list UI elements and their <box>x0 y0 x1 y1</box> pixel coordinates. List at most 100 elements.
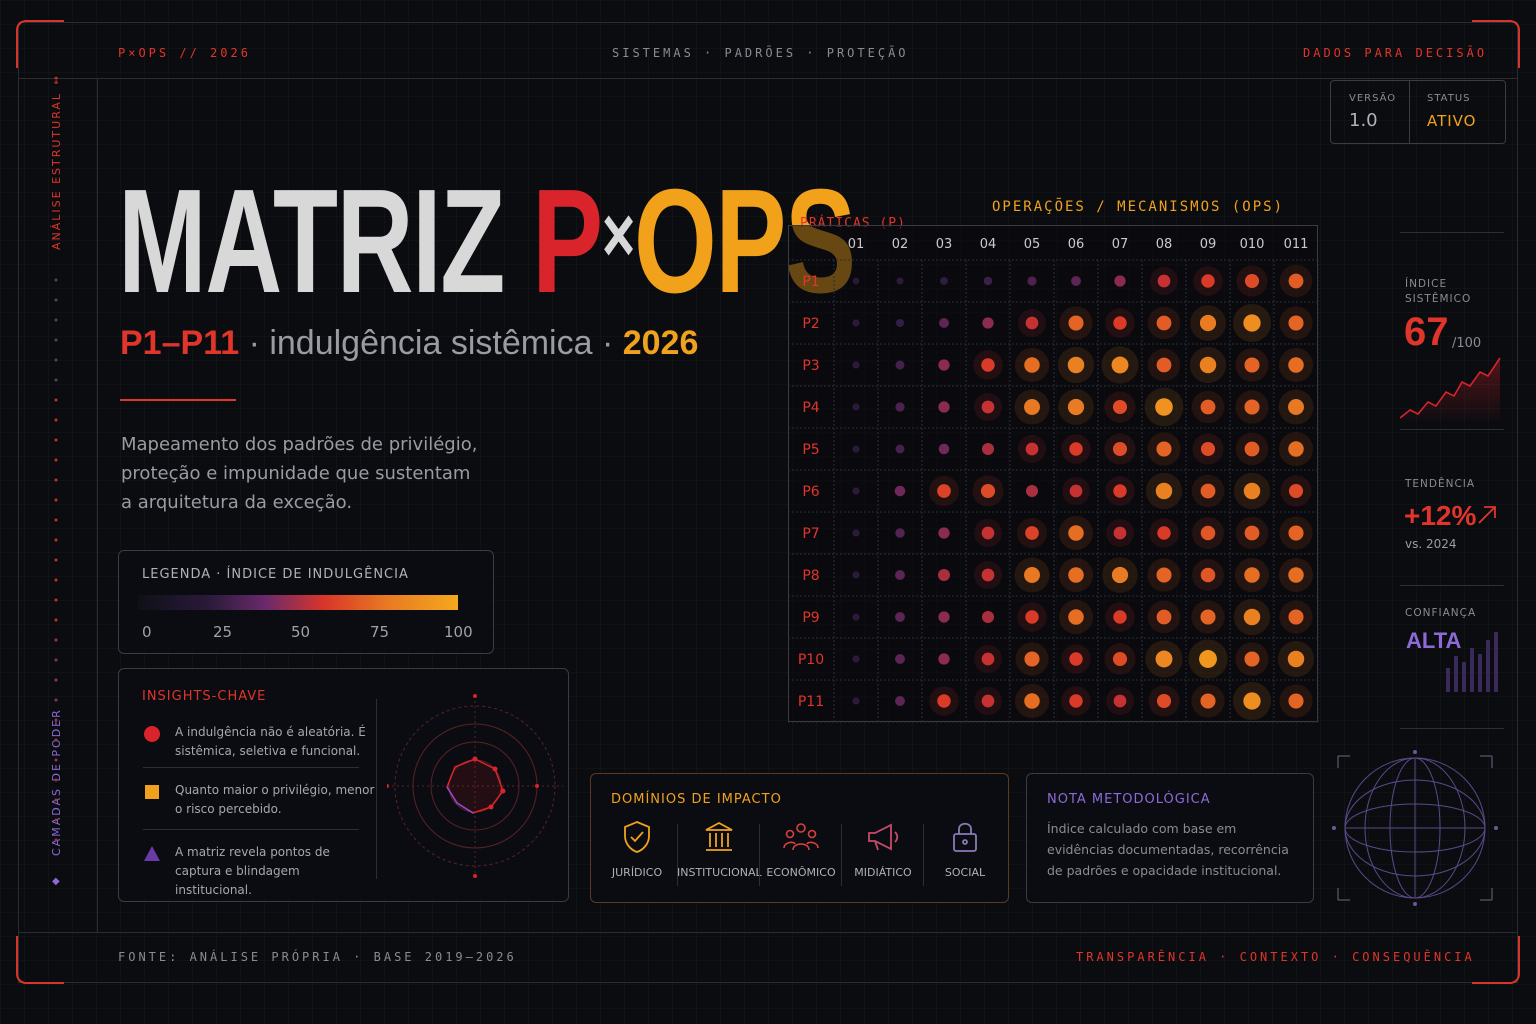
frame-corner-top-left <box>16 20 64 68</box>
matrix-cell-dot <box>1155 650 1173 668</box>
matrix-cell-dot <box>1112 651 1128 667</box>
matrix-cell-dot <box>938 611 950 623</box>
matrix-cell-dot <box>1112 399 1128 415</box>
padlock-icon <box>953 822 977 852</box>
matrix-row-label: P11 <box>798 694 824 710</box>
shield-check-icon <box>624 821 650 853</box>
domain-midiatico: MIDIÁTICO <box>841 820 925 879</box>
domain-juridico: JURÍDICO <box>595 820 679 879</box>
sidebar-dot <box>54 418 58 422</box>
matrix-cell-dot <box>982 611 994 623</box>
insights-title: INSIGHTS-CHAVE <box>142 689 267 704</box>
matrix-cell-dot <box>1069 442 1083 456</box>
subtitle: P1–P11 · indulgência sistêmica · 2026 <box>120 324 698 363</box>
version-status-box: VERSÃO 1.0 STATUS ATIVO <box>1330 80 1506 144</box>
legend-tick: 50 <box>291 623 311 641</box>
domain-label: INSTITUCIONAL <box>677 866 762 879</box>
matrix-cell-dot <box>1114 275 1126 287</box>
sidebar-dot-track: ↕ ◆ <box>52 76 60 887</box>
domain-institucional: INSTITUCIONAL <box>677 820 762 879</box>
matrix-row-label: P6 <box>802 484 819 500</box>
index-unit: /100 <box>1452 336 1482 351</box>
frame-corner-bottom-right <box>1472 936 1520 984</box>
matrix-cell-dot <box>1113 610 1127 624</box>
methodology-note-panel: NOTA METODOLÓGICA Índice calculado com b… <box>1026 773 1314 903</box>
frame-corner-top-right <box>1472 20 1520 68</box>
sidebar-dot <box>54 838 58 842</box>
title-underline <box>120 399 236 401</box>
matrix-column-axis-title: OPERAÇÕES / MECANISMOS (OPS) <box>992 199 1285 215</box>
purple-triangle-icon <box>144 846 160 861</box>
trend-comparison: vs. 2024 <box>1405 537 1457 551</box>
matrix-cell-dot <box>1288 273 1304 289</box>
status-label: STATUS <box>1427 93 1471 104</box>
trend-value: +12% <box>1404 500 1477 531</box>
matrix-cell-dot <box>982 443 994 455</box>
matrix-cell-dot <box>981 568 995 582</box>
header-right-tag: DADOS PARA DECISÃO <box>1303 46 1488 60</box>
matrix-cell-dot <box>1112 441 1128 457</box>
version-label: VERSÃO <box>1349 93 1397 104</box>
sidebar-dot <box>54 358 58 362</box>
confidence-label: CONFIANÇA <box>1405 607 1477 619</box>
header-left-tag: P×OPS // 2026 <box>118 46 251 60</box>
matrix-column-label: 09 <box>1200 237 1217 252</box>
matrix-cell-dot <box>852 697 860 705</box>
matrix-cell-dot <box>1068 315 1084 331</box>
matrix-cell-dot <box>1244 441 1260 457</box>
matrix-cell-dot <box>1069 652 1083 666</box>
matrix-cell-dot <box>1287 650 1305 668</box>
matrix-cell-dot <box>895 696 905 706</box>
matrix-cell-dot <box>1024 651 1040 667</box>
matrix-column-label: 011 <box>1284 237 1309 252</box>
red-circle-icon <box>144 726 160 742</box>
domain-economico: ECONÔMICO <box>759 820 843 879</box>
footer-source: FONTE: ANÁLISE PRÓPRIA · BASE 2019–2026 <box>118 950 517 964</box>
matrix-cell-dot <box>1156 609 1172 625</box>
matrix-cell-dot <box>1243 314 1261 332</box>
matrix-cell-dot <box>1243 608 1261 626</box>
sidebar-dot <box>54 498 58 502</box>
matrix-cell-dot <box>939 318 949 328</box>
subtitle-sep-1: · <box>239 324 270 362</box>
matrix-cell-dot <box>981 694 995 708</box>
note-title: NOTA METODOLÓGICA <box>1047 792 1211 807</box>
matrix-cell-dot <box>1200 609 1216 625</box>
sidebar-dot <box>54 298 58 302</box>
matrix-cell-dot <box>895 402 905 412</box>
matrix-cell-dot <box>1068 609 1084 625</box>
insights-panel: INSIGHTS-CHAVE A indulgência não é aleat… <box>118 668 569 902</box>
matrix-row-label: P8 <box>802 568 819 584</box>
subtitle-sep-2: · <box>592 324 623 362</box>
matrix-cell-dot <box>1111 566 1129 584</box>
matrix-column-label: 03 <box>936 237 953 252</box>
frame-corner-bottom-left <box>16 936 64 984</box>
matrix-cell-dot <box>982 317 994 329</box>
domain-label: MIDIÁTICO <box>854 866 912 879</box>
matrix-cell-dot <box>1024 567 1040 583</box>
sidebar-dot <box>54 538 58 542</box>
matrix-cell-dot <box>852 613 860 621</box>
title-times: × <box>601 190 636 279</box>
matrix-column-label: 02 <box>892 237 909 252</box>
matrix-cell-dot <box>1244 525 1260 541</box>
matrix-row-label: P5 <box>802 442 819 458</box>
matrix-cell-dot <box>895 570 905 580</box>
sidebar-dot <box>54 818 58 822</box>
matrix-cell-dot <box>895 360 905 370</box>
legend-title: LEGENDA · ÍNDICE DE INDULGÊNCIA <box>142 567 409 582</box>
matrix-cell-dot <box>938 401 950 413</box>
matrix-cell-dot <box>1113 316 1127 330</box>
sidebar-dot <box>54 698 58 702</box>
matrix-cell-dot <box>895 612 905 622</box>
sidebar-dot <box>54 518 58 522</box>
sidebar-dot <box>54 318 58 322</box>
sidebar-dot <box>54 638 58 642</box>
matrix-cell-dot <box>1199 356 1217 374</box>
matrix-cell-dot <box>1201 274 1215 288</box>
people-network-icon <box>783 823 819 851</box>
matrix-column-label: 05 <box>1024 237 1041 252</box>
matrix-row-label: P2 <box>802 316 819 332</box>
matrix-cell-dot <box>1113 526 1127 540</box>
matrix-cell-dot <box>852 529 860 537</box>
